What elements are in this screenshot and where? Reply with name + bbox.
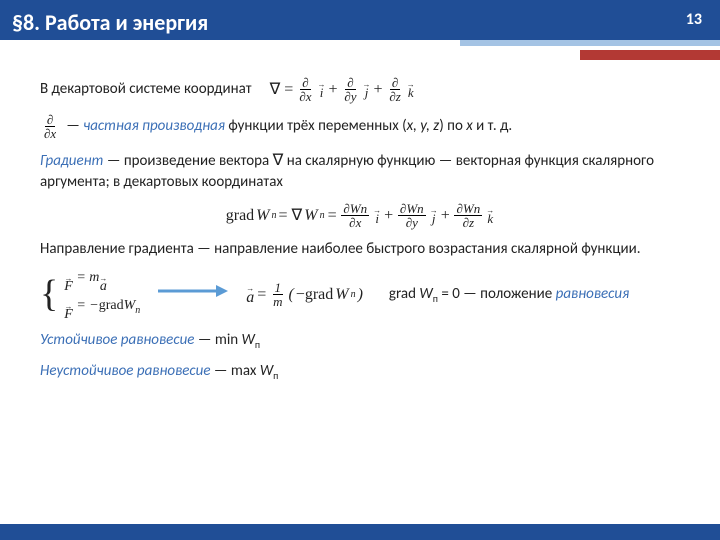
formula-partial-solo: ∂∂x bbox=[40, 113, 60, 140]
p1-text: В декартовой системе координат bbox=[40, 79, 252, 99]
paragraph-1: В декартовой системе координат ∇ = ∂∂x →… bbox=[40, 76, 680, 103]
equilibrium-condition: grad Wп = 0 — положение равновесия bbox=[389, 284, 629, 306]
slide-body: В декартовой системе координат ∇ = ∂∂x →… bbox=[0, 40, 720, 383]
header-stripe-decor bbox=[460, 40, 720, 68]
term-unstable-equilibrium: Неустойчивое равновесие bbox=[40, 362, 211, 380]
paragraph-3: Градиент — произведение вектора ∇ на ска… bbox=[40, 150, 680, 192]
formula-nabla-definition: ∇ = ∂∂x →i + ∂∂y →j + ∂∂z →k bbox=[270, 76, 415, 103]
term-equilibrium: равновесия bbox=[556, 285, 630, 303]
paragraph-unstable: Неустойчивое равновесие — max Wп bbox=[40, 361, 680, 383]
implies-arrow-icon bbox=[158, 283, 228, 305]
formula-grad-w: gradWп = ∇Wп = ∂Wп∂x→i + ∂Wп∂y→j + ∂Wп∂z… bbox=[40, 202, 680, 229]
stripe-light bbox=[460, 40, 720, 46]
formula-newton-system: { →F = m→a →F = −gradWп bbox=[40, 269, 140, 320]
paragraph-4: Направление градиента — направление наиб… bbox=[40, 239, 680, 259]
slide-title: §8. Работа и энергия bbox=[12, 9, 208, 36]
stripe-red bbox=[580, 50, 720, 60]
formula-acceleration: →a = 1m (−gradWп) bbox=[246, 281, 363, 308]
footer-bar bbox=[0, 524, 720, 540]
term-partial-derivative: частная производная bbox=[83, 117, 225, 135]
term-gradient: Градиент bbox=[40, 152, 103, 170]
formula-equilibrium-row: { →F = m→a →F = −gradWп →a = 1m (−gradWп… bbox=[40, 269, 680, 320]
slide-header: §8. Работа и энергия 13 bbox=[0, 0, 720, 40]
term-stable-equilibrium: Устойчивое равновесие bbox=[40, 331, 194, 349]
paragraph-2: ∂∂x — частная производная функции трёх п… bbox=[40, 113, 680, 140]
paragraph-stable: Устойчивое равновесие — min Wп bbox=[40, 330, 680, 352]
page-number: 13 bbox=[686, 10, 702, 29]
